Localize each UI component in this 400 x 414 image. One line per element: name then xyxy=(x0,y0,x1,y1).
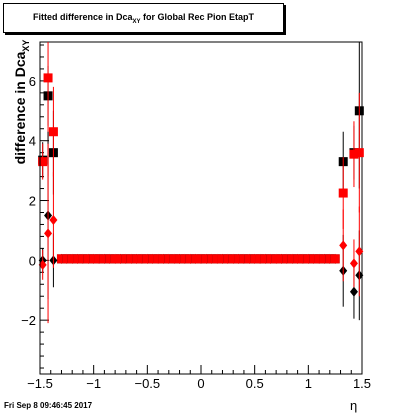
data-point-square xyxy=(239,254,249,264)
data-point-square xyxy=(282,254,292,264)
data-point-square xyxy=(319,254,329,264)
data-point-square xyxy=(287,254,297,264)
data-point-square xyxy=(137,254,147,264)
data-point-square xyxy=(260,254,270,264)
data-point-diamond xyxy=(349,258,358,269)
data-point-square xyxy=(330,254,340,264)
data-point-square xyxy=(244,254,254,264)
data-point-diamond xyxy=(355,246,364,257)
data-point-square xyxy=(83,254,93,264)
data-point-square xyxy=(314,254,324,264)
data-point-square xyxy=(121,254,131,264)
data-point-square xyxy=(99,254,109,264)
plot-frame xyxy=(39,41,363,375)
data-point-square xyxy=(62,254,72,264)
x-tick-label: −0.5 xyxy=(134,376,160,391)
data-point-square xyxy=(142,254,152,264)
data-point-diamond xyxy=(349,286,358,297)
data-point-square xyxy=(153,254,163,264)
data-point-square xyxy=(105,254,115,264)
data-point-square xyxy=(132,254,142,264)
data-point-square xyxy=(349,149,359,159)
data-point-square xyxy=(78,254,88,264)
y-tick-label: 6 xyxy=(29,74,36,89)
data-point-square xyxy=(250,254,260,264)
data-point-square xyxy=(148,254,158,264)
y-tick-label: 4 xyxy=(29,134,36,149)
x-axis-label: η xyxy=(350,398,358,413)
data-point-square xyxy=(126,254,136,264)
data-point-square xyxy=(94,254,104,264)
data-point-square xyxy=(255,254,265,264)
data-point-square xyxy=(338,188,348,198)
data-point-square xyxy=(223,254,233,264)
x-tick-label: 1 xyxy=(305,376,312,391)
data-point-square xyxy=(207,254,217,264)
x-tick-label: 0.5 xyxy=(246,376,264,391)
data-point-diamond xyxy=(339,240,348,251)
y-axis-label: difference in DcaXY xyxy=(12,39,31,165)
data-point-square xyxy=(110,254,120,264)
data-point-square xyxy=(234,254,244,264)
data-point-square xyxy=(354,148,364,158)
y-tick-label: 0 xyxy=(29,253,36,268)
data-point-square xyxy=(73,254,83,264)
data-point-square xyxy=(48,127,58,137)
x-tick-label: −1 xyxy=(86,376,101,391)
data-point-square xyxy=(298,254,308,264)
y-tick-label: 2 xyxy=(29,194,36,209)
data-point-square xyxy=(169,254,179,264)
data-point-square xyxy=(277,254,286,264)
data-point-square xyxy=(67,254,77,264)
data-point-square xyxy=(38,157,48,167)
data-point-square xyxy=(158,254,168,264)
title-box: Fitted difference in DcaXY for Global Re… xyxy=(3,3,284,33)
data-point-square xyxy=(217,254,227,264)
data-point-square xyxy=(175,254,185,264)
data-point-square xyxy=(266,254,276,264)
data-point-square xyxy=(164,254,174,264)
data-point-square xyxy=(180,254,190,264)
data-point-square xyxy=(56,254,66,264)
data-point-square xyxy=(116,254,125,264)
data-point-square xyxy=(303,254,313,264)
data-point-square xyxy=(89,254,99,264)
data-point-square xyxy=(191,254,201,264)
data-point-square xyxy=(201,254,211,264)
data-point-square xyxy=(196,254,206,264)
data-point-square xyxy=(228,254,238,264)
data-point-square xyxy=(43,73,53,83)
x-tick-label: 0 xyxy=(197,376,204,391)
data-point-square xyxy=(271,254,281,264)
data-point-square xyxy=(293,254,303,264)
y-tick-label: −2 xyxy=(21,313,36,328)
data-point-diamond xyxy=(44,228,53,239)
data-point-diamond xyxy=(49,214,58,225)
data-point-diamond xyxy=(38,259,47,270)
data-point-square xyxy=(325,254,335,264)
x-tick-label: 1.5 xyxy=(353,376,371,391)
data-point-square xyxy=(212,254,222,264)
data-point-square xyxy=(185,254,195,264)
chart-title: Fitted difference in DcaXY for Global Re… xyxy=(32,12,255,25)
x-tick-label: −1.5 xyxy=(27,376,53,391)
timestamp: Fri Sep 8 09:46:45 2017 xyxy=(4,401,93,410)
data-point-square xyxy=(309,254,319,264)
